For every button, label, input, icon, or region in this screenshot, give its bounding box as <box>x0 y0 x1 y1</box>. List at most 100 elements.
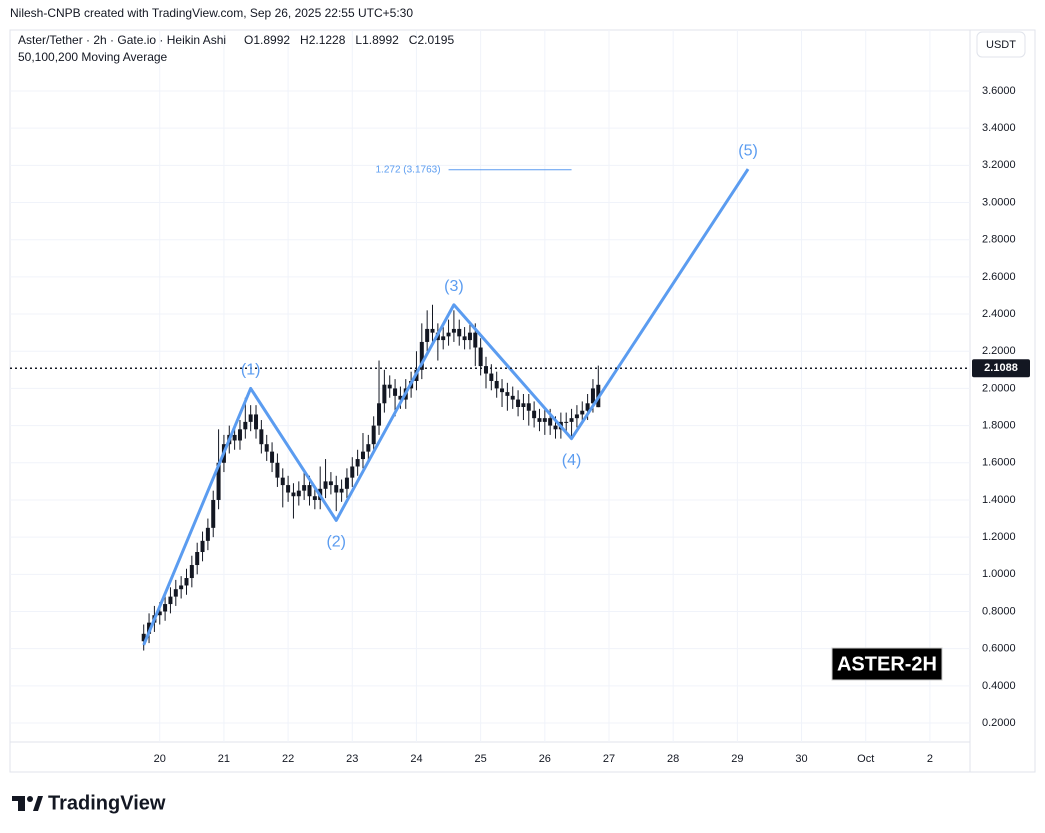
x-tick-label: 23 <box>346 753 358 765</box>
candle-body <box>516 399 521 408</box>
y-tick-label: 2.4000 <box>982 308 1016 320</box>
wave-label: (2) <box>326 534 346 551</box>
candle-body <box>334 485 339 493</box>
candle-body <box>457 328 462 337</box>
candle-body <box>473 332 478 348</box>
logo: TradingView <box>48 792 166 814</box>
candle-body <box>500 388 505 393</box>
candle-body <box>441 336 446 341</box>
candle-body <box>494 380 499 389</box>
candle-body <box>462 336 467 341</box>
candle-body <box>505 392 510 396</box>
y-tick-label: 1.8000 <box>982 420 1016 432</box>
wave-line <box>142 168 750 646</box>
candle-body <box>377 403 382 426</box>
candle-body <box>393 388 398 396</box>
grid <box>10 30 970 742</box>
y-tick-label: 3.4000 <box>982 122 1016 134</box>
candle-body <box>259 429 264 445</box>
y-tick-label: 3.0000 <box>982 196 1016 208</box>
candle-body <box>270 451 275 463</box>
candle-body <box>574 414 579 419</box>
badge: ASTER-2H <box>837 653 937 675</box>
candle-body <box>254 414 259 430</box>
wave-label: (4) <box>562 452 582 469</box>
x-tick-label: Oct <box>857 753 874 765</box>
wave-label: (5) <box>738 142 758 159</box>
candle-body <box>205 527 210 541</box>
plot <box>10 168 970 651</box>
y-tick-label: 2.2000 <box>982 345 1016 357</box>
candle-body <box>163 604 168 612</box>
candle-body <box>195 552 200 566</box>
y-tick-label: 3.2000 <box>982 159 1016 171</box>
currency[interactable]: USDT <box>986 39 1016 51</box>
candle-body <box>355 459 360 467</box>
candle-body <box>478 347 483 367</box>
x-tick-label: 21 <box>218 753 230 765</box>
candle-body <box>296 490 301 497</box>
x-tick-label: 2 <box>927 753 933 765</box>
candle-body <box>510 395 515 400</box>
candle-body <box>275 462 280 478</box>
ohlc: O1.8992 H2.1228 L1.8992 C2.0195 <box>244 33 454 47</box>
candle-body <box>232 434 237 441</box>
candle-body <box>264 444 269 452</box>
y-tick-label: 3.6000 <box>982 85 1016 97</box>
x-tick-label: 28 <box>667 753 679 765</box>
candle-body <box>521 403 526 408</box>
badge-box <box>831 647 943 681</box>
currency-button[interactable] <box>976 31 1026 58</box>
candle-body <box>553 425 558 430</box>
candle-body <box>451 328 456 333</box>
candle-body <box>328 481 333 486</box>
candle-body <box>537 418 542 422</box>
candle-body <box>307 485 312 497</box>
candle-body <box>302 485 307 491</box>
y-tick-label: 1.2000 <box>982 531 1016 543</box>
y-tick-label: 2.6000 <box>982 271 1016 283</box>
candle-body <box>532 410 537 419</box>
candle-body <box>526 403 531 411</box>
candle-body <box>483 366 488 374</box>
x-tick-label: 20 <box>154 753 166 765</box>
x-tick-label: 22 <box>282 753 294 765</box>
candle-body <box>157 611 162 616</box>
candle-body <box>489 373 494 381</box>
candle-body <box>141 633 146 642</box>
candle-body <box>286 485 291 493</box>
candle-body <box>339 488 344 493</box>
x-tick-label: 24 <box>410 753 422 765</box>
candle-body <box>168 596 173 605</box>
candle-body <box>216 462 221 500</box>
y-tick-label: 1.6000 <box>982 457 1016 469</box>
candle-body <box>590 388 595 404</box>
candle-body <box>542 418 547 422</box>
last-price-label: 2.1088 <box>984 362 1018 374</box>
candle-body <box>323 481 328 489</box>
candle-body <box>344 477 349 489</box>
candle-body <box>291 492 296 497</box>
candle-body <box>430 328 435 333</box>
y-tick-label: 0.6000 <box>982 643 1016 655</box>
candle-body <box>248 414 253 422</box>
candle-body <box>200 540 205 553</box>
candle-body <box>366 444 371 452</box>
y-tick-label: 0.8000 <box>982 605 1016 617</box>
y-tick-label: 0.2000 <box>982 717 1016 729</box>
candle-body <box>580 410 585 415</box>
candle-body <box>179 585 184 590</box>
candle-body <box>569 418 574 422</box>
candle-body <box>446 332 451 337</box>
y-tick-label: 2.8000 <box>982 234 1016 246</box>
candle-body <box>350 466 355 478</box>
x-tick-label: 25 <box>475 753 487 765</box>
candle-body <box>173 589 178 597</box>
fib-label: 1.272 (3.1763) <box>375 164 440 175</box>
x-tick-label: 30 <box>795 753 807 765</box>
candle-body <box>360 451 365 460</box>
candle-body <box>237 429 242 441</box>
candle-body <box>371 425 376 445</box>
